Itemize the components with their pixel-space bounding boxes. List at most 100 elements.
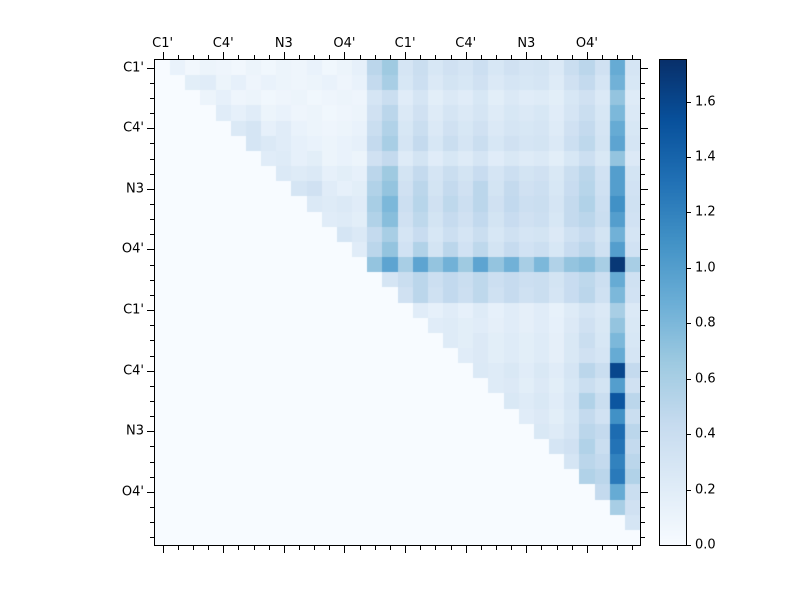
y-axis-tick-left: [147, 491, 154, 493]
colorbar-tick-label: 0.4: [695, 426, 716, 442]
x-axis-tick-bottom: [344, 546, 346, 553]
x-axis-tick-top: [268, 55, 270, 59]
y-axis-tick-right: [641, 431, 648, 433]
x-axis-tick-bottom: [162, 546, 164, 553]
x-tick-label: N3: [517, 36, 536, 51]
colorbar-tick-label: 0.6: [695, 371, 716, 387]
y-tick-label: C4': [123, 363, 144, 379]
y-axis-tick-right: [641, 203, 645, 205]
colorbar: [659, 59, 687, 546]
y-axis-tick-left: [150, 340, 154, 342]
x-axis-tick-bottom: [298, 546, 300, 550]
y-axis-tick-right: [641, 355, 645, 357]
x-axis-tick-bottom: [480, 546, 482, 550]
x-axis-tick-bottom: [571, 546, 573, 550]
x-tick-label: O4': [333, 36, 356, 51]
x-axis-tick-top: [617, 55, 619, 59]
x-axis-tick-top: [298, 55, 300, 59]
colorbar-tick: [687, 545, 691, 546]
y-axis-tick-right: [641, 249, 648, 251]
y-axis-tick-left: [150, 522, 154, 524]
y-axis-tick-right: [641, 128, 648, 130]
y-axis-tick-left: [150, 461, 154, 463]
x-axis-tick-bottom: [268, 546, 270, 550]
y-axis-tick-right: [641, 370, 648, 372]
x-axis-tick-bottom: [329, 546, 331, 550]
x-axis-tick-bottom: [359, 546, 361, 550]
x-tick-label: C1': [152, 36, 174, 51]
y-axis-tick-left: [150, 264, 154, 266]
x-axis-tick-bottom: [586, 546, 588, 553]
x-axis-tick-bottom: [389, 546, 391, 550]
y-axis-tick-right: [641, 385, 645, 387]
colorbar-canvas: [660, 60, 686, 545]
y-axis-tick-right: [641, 325, 645, 327]
x-axis-tick-bottom: [374, 546, 376, 550]
y-axis-tick-left: [147, 370, 154, 372]
x-axis-tick-top: [405, 52, 407, 59]
colorbar-tick: [687, 212, 691, 214]
x-axis-tick-top: [602, 55, 604, 59]
x-axis-tick-bottom: [450, 546, 452, 550]
y-axis-tick-right: [641, 461, 645, 463]
y-axis-tick-right: [641, 188, 648, 190]
x-axis-tick-top: [496, 55, 498, 59]
x-axis-tick-bottom: [526, 546, 528, 553]
x-axis-tick-top: [314, 55, 316, 59]
y-tick-label: O4': [121, 484, 144, 500]
x-axis-tick-bottom: [253, 546, 255, 550]
x-axis-tick-bottom: [223, 546, 225, 553]
y-axis-tick-left: [150, 476, 154, 478]
colorbar-tick-label: 1.2: [695, 204, 716, 220]
x-tick-label: O4': [575, 36, 598, 51]
x-axis-tick-top: [223, 52, 225, 59]
y-axis-tick-left: [150, 279, 154, 281]
x-axis-tick-bottom: [314, 546, 316, 550]
x-axis-tick-top: [526, 52, 528, 59]
y-axis-tick-right: [641, 491, 648, 493]
x-axis-tick-bottom: [192, 546, 194, 550]
y-axis-tick-right: [641, 476, 645, 478]
y-axis-tick-right: [641, 279, 645, 281]
y-axis-tick-left: [150, 143, 154, 145]
y-axis-tick-right: [641, 340, 645, 342]
x-axis-tick-top: [208, 55, 210, 59]
y-axis-tick-right: [641, 401, 645, 403]
x-axis-tick-top: [253, 55, 255, 59]
x-axis-tick-top: [283, 52, 285, 59]
y-axis-tick-left: [150, 234, 154, 236]
x-axis-tick-top: [450, 55, 452, 59]
x-axis-tick-bottom: [405, 546, 407, 553]
x-axis-tick-top: [586, 52, 588, 59]
x-axis-tick-bottom: [420, 546, 422, 550]
y-tick-label: N3: [126, 181, 144, 197]
x-axis-tick-bottom: [496, 546, 498, 550]
y-axis-tick-right: [641, 310, 648, 312]
x-axis-tick-bottom: [283, 546, 285, 553]
x-axis-tick-top: [238, 55, 240, 59]
y-axis-tick-left: [150, 355, 154, 357]
y-axis-tick-right: [641, 234, 645, 236]
x-axis-tick-top: [632, 55, 634, 59]
x-axis-tick-bottom: [617, 546, 619, 550]
x-axis-tick-top: [556, 55, 558, 59]
x-axis-tick-top: [511, 55, 513, 59]
colorbar-tick-label: 0.8: [695, 315, 716, 331]
x-axis-tick-top: [192, 55, 194, 59]
x-axis-tick-top: [389, 55, 391, 59]
y-axis-tick-left: [150, 158, 154, 160]
y-axis-tick-right: [641, 416, 645, 418]
x-axis-tick-bottom: [632, 546, 634, 550]
colorbar-tick: [687, 157, 691, 158]
heatmap-canvas: [155, 60, 640, 545]
x-axis-tick-top: [374, 55, 376, 59]
colorbar-tick: [687, 489, 691, 491]
y-axis-tick-left: [147, 431, 154, 433]
y-axis-tick-left: [150, 446, 154, 448]
x-axis-tick-top: [571, 55, 573, 59]
y-axis-tick-right: [641, 507, 645, 509]
y-axis-tick-left: [147, 128, 154, 130]
y-axis-tick-left: [150, 385, 154, 387]
colorbar-tick: [687, 434, 691, 436]
y-axis-tick-left: [150, 113, 154, 115]
